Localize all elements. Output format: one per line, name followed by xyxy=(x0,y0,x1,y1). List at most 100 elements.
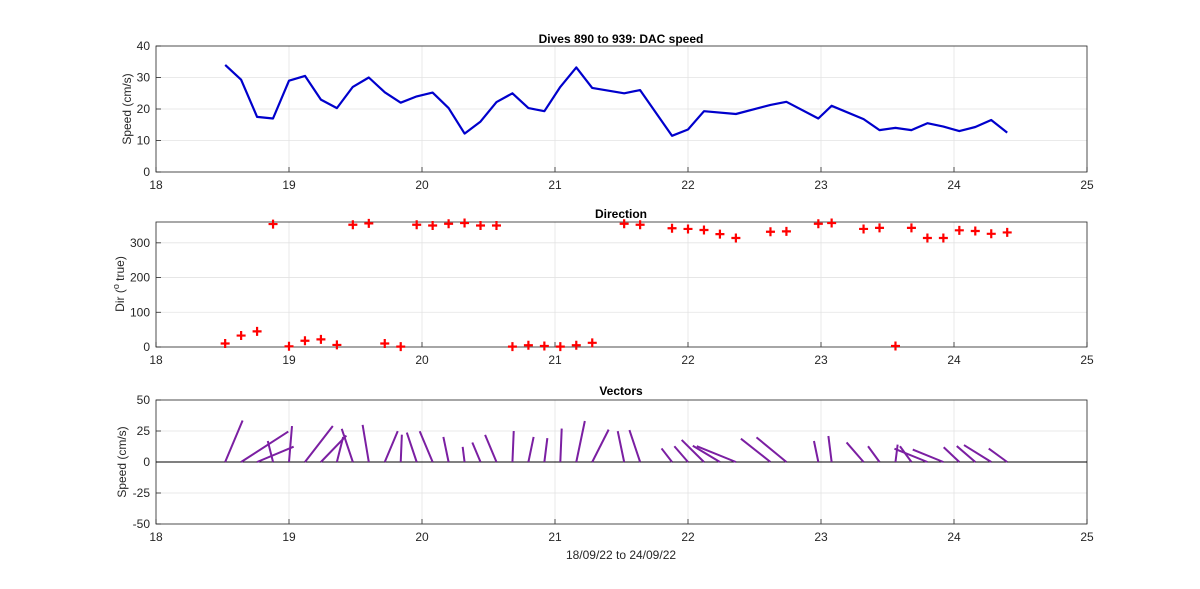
direction-point xyxy=(813,219,823,229)
y-tick-label: 0 xyxy=(143,165,150,179)
vector-stick xyxy=(511,430,515,463)
vector-stick xyxy=(696,445,737,463)
direction-point xyxy=(412,220,422,230)
speed-axes-box xyxy=(155,45,1088,173)
x-tick-label: 21 xyxy=(548,353,562,367)
vectors-panel: Vectors 18 19 20 21 22 23 24 25 -50 -25 0 25 50 Spee… xyxy=(115,384,1094,562)
vector-stick xyxy=(956,445,976,463)
direction-point xyxy=(906,223,916,233)
vector-stick xyxy=(845,441,865,463)
vectors-title: Vectors xyxy=(599,384,643,398)
x-tick-label: 18 xyxy=(149,178,163,192)
direction-point xyxy=(683,224,693,234)
vector-stick xyxy=(680,439,705,463)
speed-grid xyxy=(155,45,1088,173)
y-tick-label: 0 xyxy=(143,340,150,354)
direction-point xyxy=(332,340,342,350)
vector-stick xyxy=(340,428,354,463)
vector-stick xyxy=(943,446,961,463)
direction-axes-box xyxy=(155,221,1088,348)
vector-stick xyxy=(527,436,535,463)
vector-stick xyxy=(812,440,820,463)
y-tick-label: 50 xyxy=(137,393,151,407)
vector-stick xyxy=(484,434,498,463)
vector-stick xyxy=(963,444,992,463)
direction-point xyxy=(396,342,406,352)
direction-point xyxy=(587,338,597,348)
direction-ylabel: Dir (o true) xyxy=(111,256,127,312)
direction-point xyxy=(284,341,294,351)
vector-stick xyxy=(399,434,403,463)
vectors-ylabel: Speed (cm/s) xyxy=(115,426,129,497)
y-tick-label: 0 xyxy=(143,455,150,469)
vector-stick xyxy=(660,447,673,463)
vector-stick xyxy=(461,446,466,463)
speed-data xyxy=(224,64,1008,137)
speed-panel: Dives 890 to 939: DAC speed 18 19 20 21 22 23… xyxy=(120,32,1094,192)
direction-point xyxy=(859,224,869,234)
x-tick-label: 23 xyxy=(814,530,828,544)
vector-stick xyxy=(335,436,345,463)
x-tick-label: 23 xyxy=(814,353,828,367)
direction-ylabel-superscript: o xyxy=(111,284,121,289)
x-tick-label: 24 xyxy=(947,530,961,544)
x-tick-label: 21 xyxy=(548,530,562,544)
x-tick-label: 25 xyxy=(1080,530,1094,544)
direction-point xyxy=(555,342,565,352)
direction-point xyxy=(444,219,454,229)
x-tick-label: 20 xyxy=(415,178,429,192)
direction-point xyxy=(236,331,246,341)
vector-stick xyxy=(383,430,399,463)
y-tick-label: 30 xyxy=(137,71,151,85)
direction-point xyxy=(954,225,964,235)
vector-stick xyxy=(755,436,788,463)
y-tick-label: 200 xyxy=(130,271,150,285)
direction-point xyxy=(970,226,980,236)
vector-stick xyxy=(692,444,721,463)
vector-stick xyxy=(361,424,370,463)
direction-point xyxy=(220,339,230,349)
x-tick-label: 18 xyxy=(149,530,163,544)
vector-stick xyxy=(628,429,642,463)
direction-point xyxy=(875,223,885,233)
direction-point xyxy=(1002,227,1012,237)
vector-stick xyxy=(827,435,833,463)
vector-stick xyxy=(740,437,772,463)
x-tick-label: 24 xyxy=(947,178,961,192)
direction-point xyxy=(428,220,438,230)
y-tick-label: -25 xyxy=(133,486,151,500)
direction-point xyxy=(539,341,549,351)
direction-point xyxy=(699,225,709,235)
direction-point xyxy=(667,223,677,233)
vector-stick xyxy=(591,429,610,463)
y-tick-label: 20 xyxy=(137,102,151,116)
x-tick-label: 20 xyxy=(415,353,429,367)
direction-point xyxy=(781,226,791,236)
direction-point xyxy=(364,218,374,228)
vectors-tick-labels: 18 19 20 21 22 23 24 25 -50 -25 0 25 50 xyxy=(133,393,1094,544)
y-tick-label: 100 xyxy=(130,305,150,319)
direction-point xyxy=(491,220,501,230)
vector-stick xyxy=(894,447,928,463)
x-tick-label: 18 xyxy=(149,353,163,367)
y-tick-label: 40 xyxy=(137,39,151,53)
x-tick-label: 21 xyxy=(548,178,562,192)
vector-stick xyxy=(867,445,881,463)
vector-stick xyxy=(266,440,275,463)
x-tick-label: 20 xyxy=(415,530,429,544)
direction-panel: Direction 18 19 20 21 22 23 24 25 0 100 200 300 Dir… xyxy=(111,207,1094,367)
direction-point xyxy=(252,326,262,336)
y-tick-label: 10 xyxy=(137,134,151,148)
x-tick-label: 24 xyxy=(947,353,961,367)
x-tick-label: 19 xyxy=(282,178,296,192)
vector-stick xyxy=(673,445,689,463)
direction-point xyxy=(507,342,517,352)
direction-tick-labels: 18 19 20 21 22 23 24 25 0 100 200 300 xyxy=(130,236,1094,367)
direction-point xyxy=(523,340,533,350)
vector-stick xyxy=(616,430,626,463)
x-tick-label: 25 xyxy=(1080,353,1094,367)
direction-grid xyxy=(155,222,1088,348)
direction-point xyxy=(827,218,837,228)
y-tick-label: -50 xyxy=(133,517,151,531)
